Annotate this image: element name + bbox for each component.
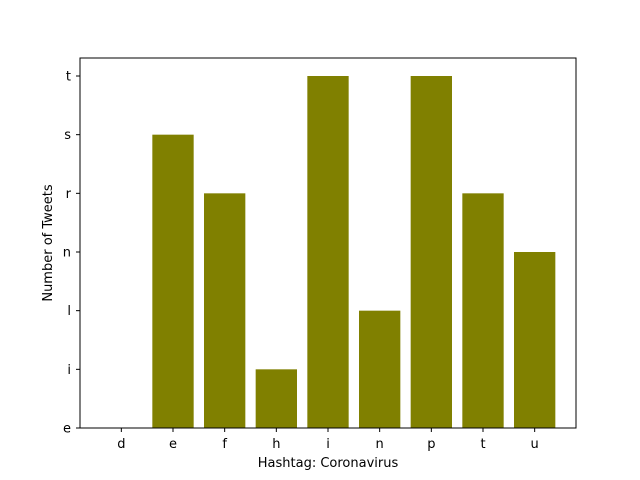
x-tick-label: h: [272, 437, 280, 452]
bar-e: [152, 134, 194, 428]
bar-h: [255, 369, 297, 428]
bar-u: [514, 252, 556, 428]
bar-n: [359, 310, 401, 428]
x-tick-label: i: [326, 437, 330, 452]
x-axis-label: Hashtag: Coronavirus: [258, 456, 399, 471]
x-tick-label: n: [376, 437, 384, 452]
y-tick-label: i: [67, 363, 71, 378]
y-tick-label: s: [64, 128, 71, 143]
bar-t: [462, 193, 504, 428]
x-tick-label: d: [117, 437, 125, 452]
y-tick-label: l: [67, 304, 71, 319]
y-axis-ticks: e i l n r s t: [63, 70, 80, 437]
x-tick-label: p: [427, 437, 435, 452]
x-tick-label: u: [531, 437, 539, 452]
x-tick-label: f: [222, 437, 227, 452]
bar-i: [307, 76, 349, 428]
bar-p: [410, 76, 452, 428]
y-axis-label: Number of Tweets: [41, 184, 56, 302]
bars-group: [152, 76, 556, 428]
y-tick-label: t: [66, 70, 71, 85]
bar-f: [204, 193, 246, 428]
y-tick-label: e: [63, 422, 71, 437]
plot-frame: [79, 57, 577, 429]
y-tick-label: r: [66, 187, 72, 202]
x-tick-label: t: [480, 437, 485, 452]
x-tick-label: e: [169, 437, 177, 452]
y-tick-label: n: [63, 246, 71, 261]
